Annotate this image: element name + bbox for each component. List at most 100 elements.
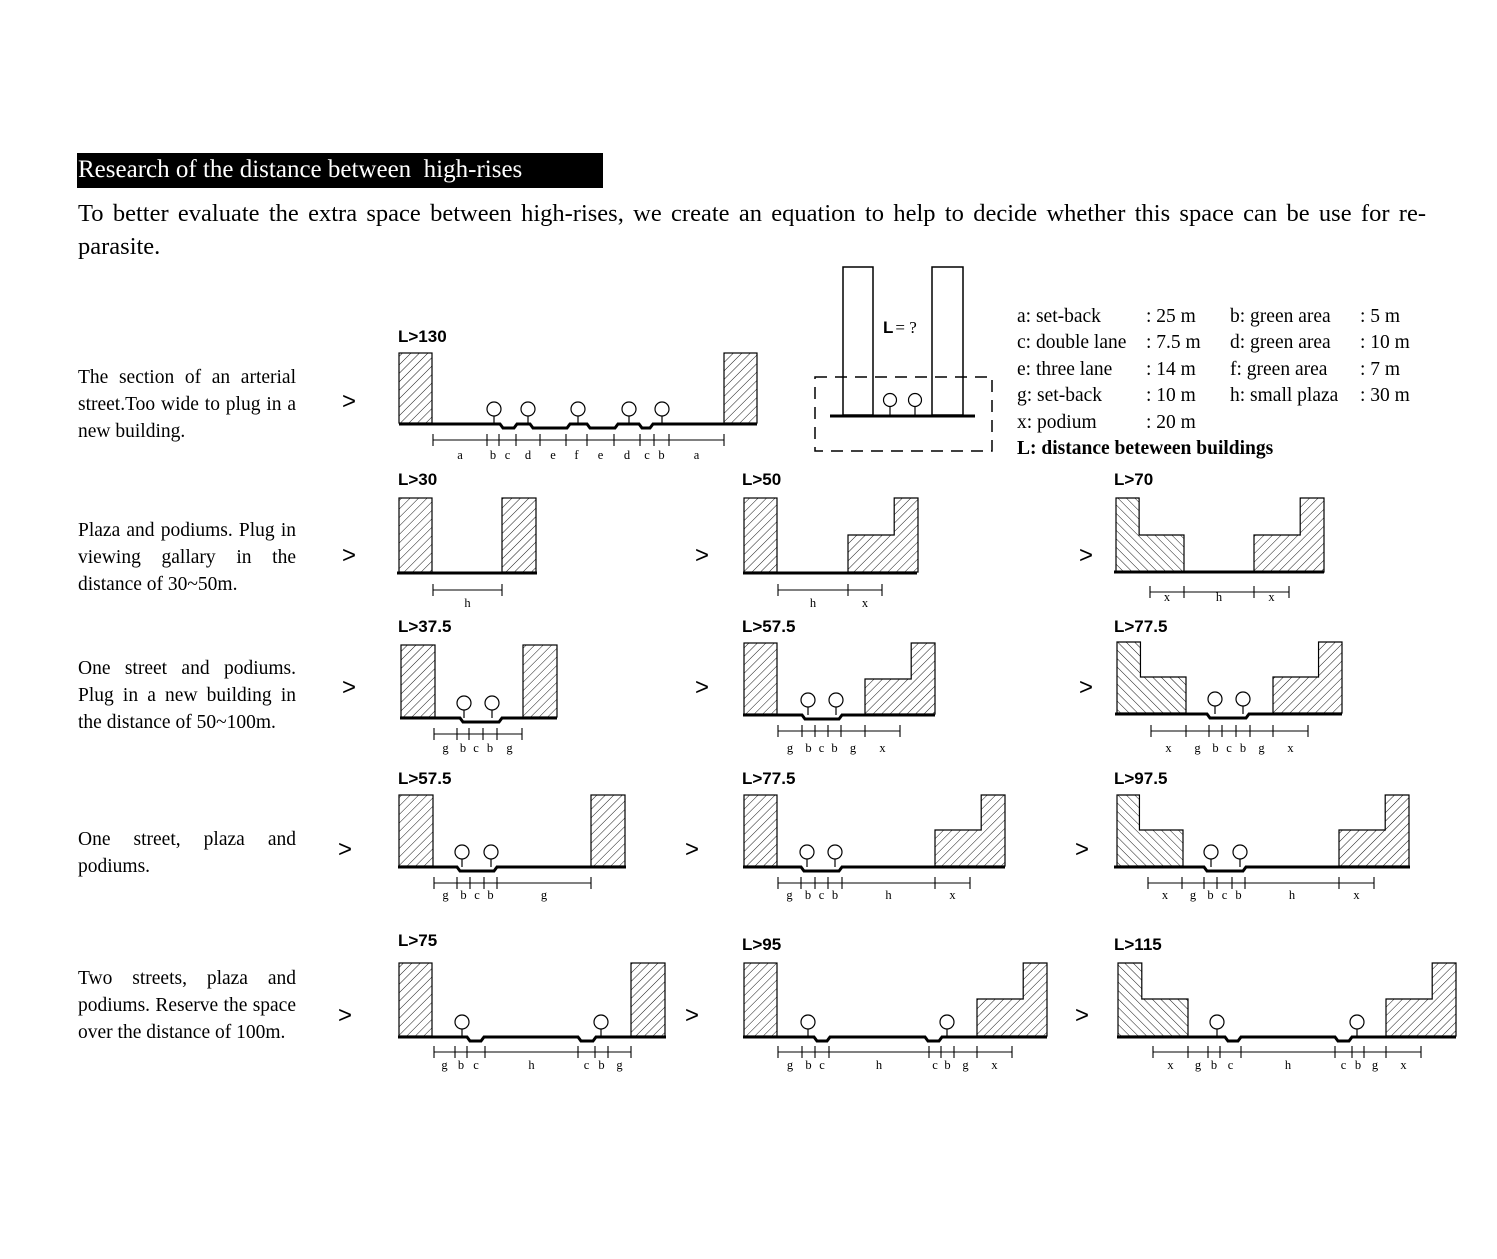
podium-tower-block <box>847 497 919 573</box>
segment-label: b <box>490 448 496 462</box>
distance-threshold: L>130 <box>398 327 447 346</box>
tree-icon <box>454 844 470 867</box>
tree-icon <box>1209 1014 1225 1037</box>
segment-label: b <box>487 888 493 902</box>
tower-block <box>743 962 778 1037</box>
arrow-icon: > <box>1075 836 1089 863</box>
tree-icon <box>1349 1014 1365 1037</box>
segment-label: b <box>460 741 466 755</box>
segment-label: c <box>1228 1058 1234 1072</box>
segment-label: d <box>624 448 631 462</box>
segment-label: g <box>442 888 449 902</box>
distance-threshold: L>75 <box>398 931 437 950</box>
segment-label: g <box>962 1058 969 1072</box>
segment-label: h <box>464 596 471 610</box>
arrow-icon: > <box>1075 1002 1089 1029</box>
distance-threshold: L>77.5 <box>1114 617 1167 636</box>
row-3-description: One street and podiums. Plug in a new bu… <box>78 658 296 733</box>
segment-label: x <box>1353 888 1360 902</box>
section-plaza-1: h <box>397 497 537 610</box>
ground-line <box>743 865 1005 873</box>
tree-icon <box>484 695 500 718</box>
segment-label: g <box>1194 741 1201 755</box>
ground-line <box>398 865 626 873</box>
tree-icon <box>654 401 670 424</box>
legend-key: c: double lane <box>1017 332 1126 353</box>
podium-tower-block <box>1116 794 1184 867</box>
tree-icon <box>827 844 843 867</box>
tree-icon <box>570 401 586 424</box>
segment-label: c <box>474 888 480 902</box>
distance-threshold: L>37.5 <box>398 617 451 636</box>
segment-label: g <box>1258 741 1265 755</box>
legend-key: a: set-back <box>1017 306 1101 327</box>
tree-icon <box>939 1014 955 1037</box>
segment-label: g <box>441 1058 448 1072</box>
segment-label: b <box>1207 888 1213 902</box>
tower-block <box>398 962 433 1037</box>
segment-label: b <box>944 1058 950 1072</box>
tree-icon <box>882 392 898 416</box>
distance-threshold: L>50 <box>742 470 781 489</box>
legend-key: b: green area <box>1230 306 1331 327</box>
arrow-icon: > <box>338 1002 352 1029</box>
tree-icon <box>907 392 923 416</box>
tree-icon <box>1207 691 1223 714</box>
segment-label: b <box>1355 1058 1361 1072</box>
segment-label: x <box>1400 1058 1407 1072</box>
segment-label: b <box>832 888 838 902</box>
podium-tower-block <box>1116 641 1187 714</box>
segment-label: g <box>442 741 449 755</box>
segment-label: h <box>810 596 817 610</box>
segment-label: c <box>473 1058 479 1072</box>
ground-line <box>399 422 757 430</box>
arrow-icon: > <box>342 388 356 415</box>
segment-label: c <box>932 1058 938 1072</box>
tree-icon <box>799 844 815 867</box>
row-1-description: The section of an arterial street.Too wi… <box>78 367 296 442</box>
row-2-description: Plaza and podiums. Plug in viewing galla… <box>78 520 296 595</box>
segment-label: x <box>1287 741 1294 755</box>
segment-label: b <box>831 741 837 755</box>
intro-paragraph: To better evaluate the extra space betwe… <box>78 200 1426 260</box>
segment-label: g <box>787 1058 794 1072</box>
legend-value: : 7.5 m <box>1146 332 1201 353</box>
segment-label: x <box>879 741 886 755</box>
segment-label: g <box>1372 1058 1379 1072</box>
tower-illustration <box>814 266 993 452</box>
distance-question: = ? <box>895 318 916 337</box>
podium-tower-block <box>864 642 936 715</box>
page-title: Research of the distance between high-ri… <box>77 153 603 188</box>
segment-label: h <box>528 1058 535 1072</box>
segment-label: b <box>460 888 466 902</box>
segment-label: c <box>505 448 511 462</box>
distance-threshold: L>115 <box>1114 935 1162 954</box>
segment-label: g <box>1190 888 1197 902</box>
legend-key: e: three lane <box>1017 359 1112 380</box>
podium-tower-block <box>1117 962 1189 1037</box>
distance-threshold: L>70 <box>1114 470 1153 489</box>
segment-label: b <box>487 741 493 755</box>
segment-label: d <box>525 448 532 462</box>
distance-question-label: L = ? <box>883 318 917 337</box>
segment-label: x <box>949 888 956 902</box>
ground-line <box>743 713 935 721</box>
tower-block <box>400 644 436 718</box>
segment-label: c <box>584 1058 590 1072</box>
segment-label: g <box>787 741 794 755</box>
legend-value: : 5 m <box>1360 306 1400 327</box>
segment-label: g <box>786 888 793 902</box>
tower-left <box>842 266 874 416</box>
tree-icon <box>593 1014 609 1037</box>
segment-label: a <box>457 448 463 462</box>
tower-block <box>398 352 433 424</box>
segment-label: c <box>819 1058 825 1072</box>
distance-threshold: L>30 <box>398 470 437 489</box>
legend-key: f: green area <box>1230 359 1328 380</box>
distance-threshold: L>97.5 <box>1114 769 1167 788</box>
